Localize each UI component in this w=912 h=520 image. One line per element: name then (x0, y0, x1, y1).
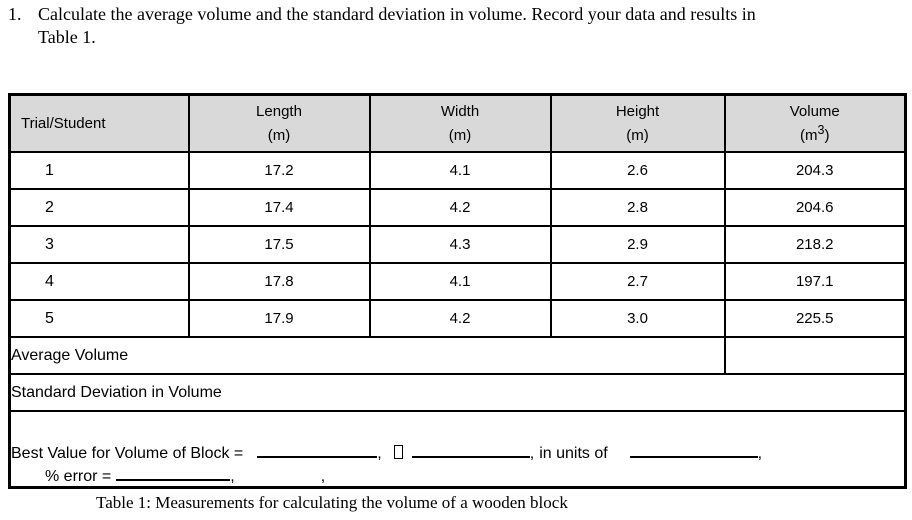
instruction-line-2: Table 1. (38, 27, 96, 47)
std-deviation-label: Standard Deviation in Volume (8, 373, 907, 412)
best-value-blank (257, 443, 378, 458)
header-unit: (m) (267, 127, 291, 144)
cell-trial: 3 (8, 225, 190, 264)
column-header-volume: Volume (m3) (723, 93, 907, 153)
column-header-trial-student: Trial/Student (8, 93, 190, 153)
cell-volume: 225.5 (723, 299, 907, 338)
instruction-number: 1. (8, 4, 22, 24)
percent-error-line: % error =,, (11, 466, 904, 486)
column-header-height: Height (m) (549, 93, 726, 153)
comma: , (377, 445, 382, 462)
header-label: Length (256, 103, 302, 120)
cell-width: 4.2 (368, 299, 552, 338)
table-caption: Table 1: Measurements for calculating th… (96, 493, 568, 512)
cell-width: 4.1 (368, 262, 552, 301)
cell-length: 17.2 (187, 151, 371, 190)
header-unit: (m) (626, 127, 649, 144)
in-units-of-label: in units of (539, 445, 608, 462)
fill-in-cell: Best Value for Volume of Block =,, in uni… (8, 410, 907, 489)
percent-error-blank (116, 466, 231, 481)
header-unit: (m) (448, 127, 472, 144)
cell-length: 17.4 (187, 188, 371, 227)
cell-height: 3.0 (549, 299, 726, 338)
cell-trial: 1 (8, 151, 190, 190)
cell-height: 2.9 (549, 225, 726, 264)
header-label: Width (440, 103, 480, 120)
table-row: 5 17.9 4.2 3.0 225.5 (8, 299, 907, 338)
column-header-width: Width (m) (368, 93, 552, 153)
units-blank (629, 443, 758, 458)
best-value-line: Best Value for Volume of Block =,, in uni… (11, 443, 904, 463)
cell-height: 2.6 (549, 151, 726, 190)
measurements-table: Trial/Student Length (m) Width (m) Heigh… (8, 93, 907, 489)
instruction-text: Calculate the average volume and the sta… (38, 3, 756, 49)
cell-length: 17.8 (187, 262, 371, 301)
cell-volume: 204.6 (723, 188, 907, 227)
cell-length: 17.9 (187, 299, 371, 338)
uncertainty-blank (411, 443, 530, 458)
cell-trial: 4 (8, 262, 190, 301)
cell-height: 2.7 (549, 262, 726, 301)
cell-trial: 2 (8, 188, 190, 227)
cell-width: 4.1 (368, 151, 552, 190)
missing-glyph-box-icon (393, 445, 403, 459)
cell-width: 4.2 (368, 188, 552, 227)
comma: , (230, 468, 235, 485)
comma: , (757, 445, 763, 462)
instruction-block: 1. Calculate the average volume and the … (8, 3, 756, 49)
average-volume-label: Average Volume (8, 336, 726, 375)
table-row: 4 17.8 4.1 2.7 197.1 (8, 262, 907, 301)
table-row: 1 17.2 4.1 2.6 204.3 (8, 151, 907, 190)
average-volume-row: Average Volume (8, 336, 907, 375)
cell-volume: 204.3 (723, 151, 907, 190)
cell-width: 4.3 (368, 225, 552, 264)
header-label: Volume (789, 103, 840, 120)
instruction-line-1: Calculate the average volume and the sta… (38, 4, 756, 24)
table-row: 3 17.5 4.3 2.9 218.2 (8, 225, 907, 264)
cell-volume: 197.1 (723, 262, 907, 301)
cell-trial: 5 (8, 299, 190, 338)
comma: , (529, 445, 535, 462)
fill-in-row: Best Value for Volume of Block =,, in uni… (8, 410, 907, 489)
header-label: Trial/Student (21, 115, 106, 132)
percent-error-label: % error = (45, 468, 112, 485)
header-unit: (m3) (800, 123, 830, 144)
table-header-row: Trial/Student Length (m) Width (m) Heigh… (8, 93, 907, 153)
table-row: 2 17.4 4.2 2.8 204.6 (8, 188, 907, 227)
cell-length: 17.5 (187, 225, 371, 264)
average-volume-value-cell (723, 336, 907, 375)
header-label: Height (615, 103, 660, 120)
column-header-length: Length (m) (187, 93, 371, 153)
stray-comma: , (320, 468, 326, 485)
cell-volume: 218.2 (723, 225, 907, 264)
best-value-label: Best Value for Volume of Block = (11, 445, 244, 462)
std-deviation-row: Standard Deviation in Volume (8, 373, 907, 412)
cell-height: 2.8 (549, 188, 726, 227)
